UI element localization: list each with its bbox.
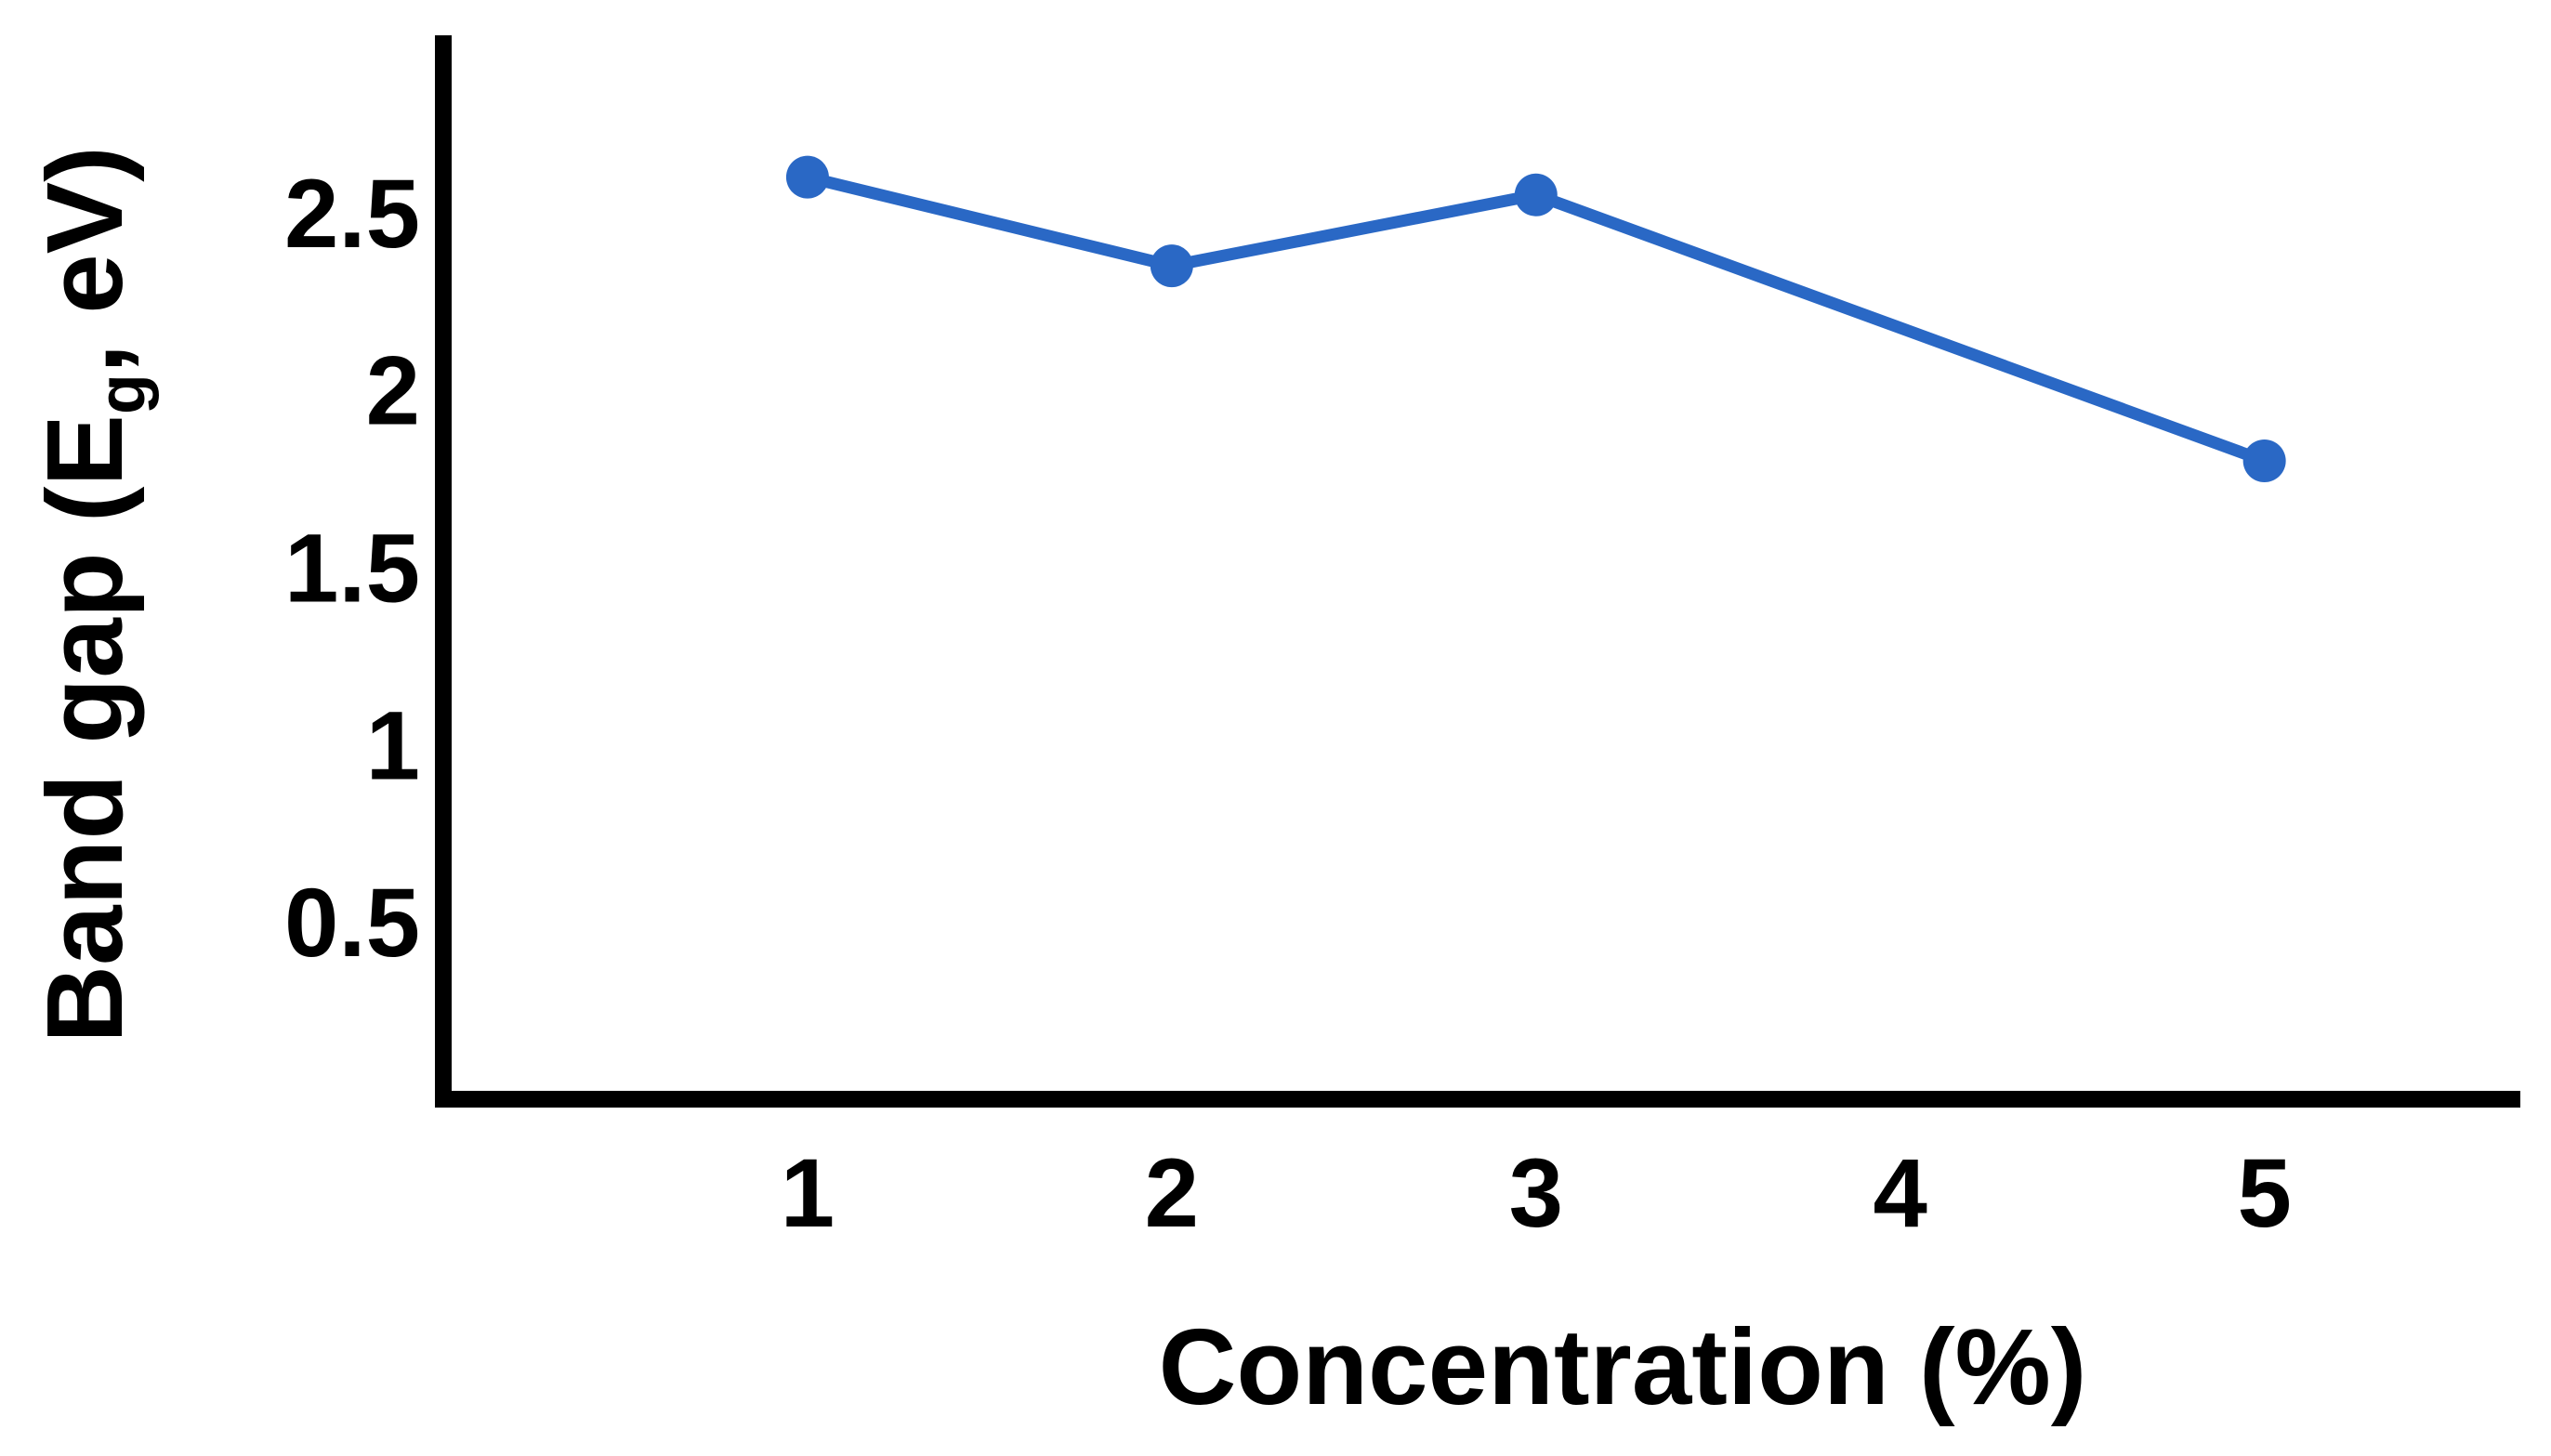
data-series: [785, 155, 2286, 482]
x-axis-line: [435, 1091, 2520, 1108]
data-point-marker: [1150, 244, 1193, 288]
x-axis-ticks: 1 2 3 4 5: [781, 1139, 2292, 1248]
y-tick-label: 2.5: [284, 160, 420, 269]
y-axis-line: [435, 35, 452, 1108]
series-line: [801, 171, 2271, 467]
y-axis-title-suffix: , eV): [24, 146, 146, 374]
data-point-marker: [1514, 173, 1558, 216]
data-point-marker: [2242, 439, 2286, 482]
y-axis-title-subscript: g: [85, 374, 160, 415]
x-tick-label: 2: [1145, 1139, 1199, 1248]
y-tick-label: 2: [366, 337, 420, 446]
y-axis-title: Band gap (Eg, eV): [24, 146, 159, 1043]
y-tick-label: 1: [366, 691, 420, 800]
y-tick-label: 1.5: [284, 515, 420, 623]
y-axis-ticks: 0.5 1 1.5 2 2.5: [284, 160, 420, 977]
x-tick-label: 3: [1509, 1139, 1563, 1248]
x-axis-title: Concentration (%): [1158, 1306, 2087, 1427]
x-tick-label: 5: [2237, 1139, 2291, 1248]
y-axis-title-prefix: Band gap (E: [24, 414, 146, 1043]
x-axis-title-text: Concentration (%): [1158, 1306, 2087, 1427]
data-point-marker: [785, 155, 829, 199]
x-tick-label: 4: [1874, 1139, 1927, 1248]
y-tick-label: 0.5: [284, 869, 420, 977]
x-tick-label: 1: [781, 1139, 835, 1248]
